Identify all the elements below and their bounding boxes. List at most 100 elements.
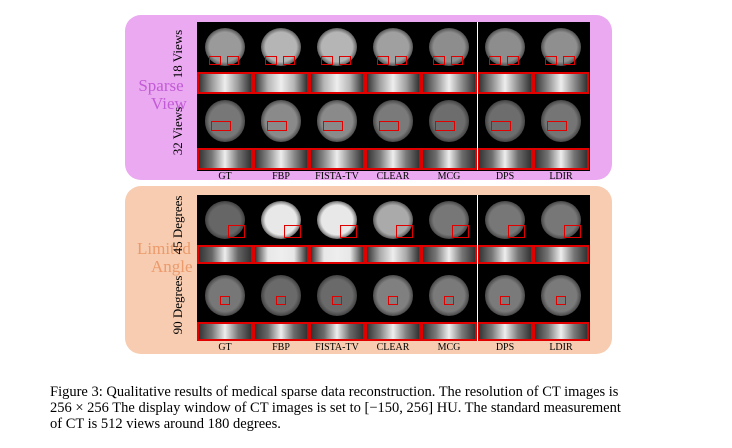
roi-box: [396, 225, 413, 238]
caption-line-3: of CT is 512 views around 180 degrees.: [50, 416, 281, 432]
ct-image-gt-row1: [197, 22, 253, 72]
column-label-clear: CLEAR: [376, 342, 410, 353]
roi-box: [377, 56, 389, 65]
zoomed-roi-clear-row1: [365, 72, 421, 94]
ct-slice: [317, 201, 357, 239]
row-label-45-degrees: 45 Degrees: [170, 195, 185, 255]
figure-caption: Figure 3: Qualitative results of medical…: [50, 384, 690, 432]
ct-slice: [373, 100, 413, 142]
column-separator: [477, 195, 478, 341]
column-label-fista-tv: FISTA-TV: [315, 171, 359, 182]
zoomed-roi-fbp-row2: [253, 148, 309, 170]
roi-box: [227, 56, 239, 65]
zoomed-roi-fista-tv-row1: [309, 72, 365, 94]
ct-slice: [429, 275, 469, 316]
column-label-dps: DPS: [495, 171, 515, 182]
ct-image-fista-tv-row2: [309, 269, 365, 322]
ct-slice: [317, 100, 357, 142]
roi-box: [340, 225, 357, 238]
zoomed-roi-mcg-row2: [421, 322, 477, 341]
column-separator: [477, 22, 478, 170]
roi-box: [451, 56, 463, 65]
zoomed-roi-ldir-row2: [533, 322, 589, 341]
roi-box: [211, 121, 231, 131]
roi-box: [507, 56, 519, 65]
zoomed-roi-clear-row1: [365, 245, 421, 264]
zoomed-roi-gt-row1: [197, 245, 253, 264]
ct-slice: [317, 275, 357, 316]
zoomed-roi-dps-row2: [477, 148, 533, 170]
group-label-line1: Sparse: [138, 76, 184, 95]
ct-image-gt-row2: [197, 94, 253, 148]
ct-image-fbp-row2: [253, 269, 309, 322]
ct-image-fista-tv-row1: [309, 195, 365, 245]
roi-box: [323, 121, 343, 131]
ct-slice: [429, 201, 469, 239]
ct-slice: [541, 201, 581, 239]
ct-image-ldir-row2: [533, 269, 589, 322]
column-label-clear: CLEAR: [376, 171, 410, 182]
zoomed-roi-fista-tv-row1: [309, 245, 365, 264]
roi-box: [556, 296, 566, 305]
roi-box: [452, 225, 469, 238]
zoomed-roi-mcg-row1: [421, 72, 477, 94]
roi-box: [220, 296, 230, 305]
ct-image-dps-row2: [477, 269, 533, 322]
ct-image-mcg-row2: [421, 94, 477, 148]
ct-image-fista-tv-row2: [309, 94, 365, 148]
zoomed-roi-ldir-row2: [533, 148, 589, 170]
zoomed-roi-gt-row2: [197, 148, 253, 170]
ct-image-gt-row1: [197, 195, 253, 245]
ct-image-dps-row1: [477, 22, 533, 72]
ct-image-clear-row1: [365, 22, 421, 72]
ct-image-mcg-row1: [421, 22, 477, 72]
ct-slice: [429, 100, 469, 142]
ct-slice: [485, 100, 525, 142]
roi-box: [545, 56, 557, 65]
roi-box: [508, 225, 525, 238]
limited-angle-label: Limited Angle: [137, 239, 193, 276]
zoomed-roi-ldir-row1: [533, 72, 589, 94]
column-label-mcg: MCG: [437, 342, 461, 353]
roi-box: [276, 296, 286, 305]
ct-image-fbp-row1: [253, 195, 309, 245]
ct-slice: [261, 275, 301, 316]
column-label-fista-tv: FISTA-TV: [315, 342, 359, 353]
column-label-gt: GT: [218, 171, 232, 182]
ct-slice: [485, 275, 525, 316]
ct-image-clear-row2: [365, 269, 421, 322]
ct-slice: [261, 100, 301, 142]
zoomed-roi-dps-row2: [477, 322, 533, 341]
roi-box: [284, 225, 301, 238]
group-label-line1: Limited: [137, 239, 191, 258]
ct-slice: [373, 201, 413, 239]
zoomed-roi-dps-row1: [477, 72, 533, 94]
ct-image-clear-row1: [365, 195, 421, 245]
roi-box: [444, 296, 454, 305]
ct-image-dps-row1: [477, 195, 533, 245]
row-label-18-views: 18 Views: [170, 29, 185, 79]
roi-box: [267, 121, 287, 131]
roi-box: [433, 56, 445, 65]
roi-box: [209, 56, 221, 65]
ct-slice: [373, 275, 413, 316]
ct-slice: [205, 275, 245, 316]
roi-box: [321, 56, 333, 65]
roi-box: [228, 225, 245, 238]
roi-box: [435, 121, 455, 131]
ct-slice: [541, 100, 581, 142]
column-label-fbp: FBP: [272, 171, 290, 182]
roi-box: [395, 56, 407, 65]
ct-image-ldir-row1: [533, 22, 589, 72]
roi-box: [379, 121, 399, 131]
limited-angle-panel: Limited Angle 45 Degrees 90 Degrees GT FB…: [125, 186, 612, 354]
zoomed-roi-gt-row1: [197, 72, 253, 94]
ct-image-clear-row2: [365, 94, 421, 148]
roi-box: [339, 56, 351, 65]
column-label-ldir: LDIR: [549, 342, 573, 353]
row-label-32-views: 32 Views: [170, 106, 185, 156]
sparse-view-label: Sparse View: [137, 76, 186, 113]
ct-image-mcg-row1: [421, 195, 477, 245]
column-label-mcg: MCG: [437, 171, 461, 182]
ct-slice: [541, 275, 581, 316]
